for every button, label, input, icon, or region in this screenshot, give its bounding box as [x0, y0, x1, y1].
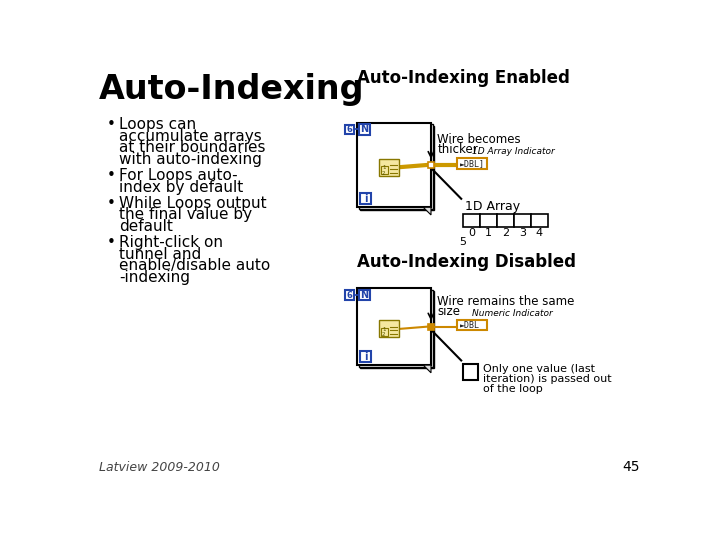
- Text: 1
2: 1 2: [382, 327, 385, 338]
- Text: While Loops output: While Loops output: [120, 195, 267, 211]
- Text: size: size: [437, 305, 460, 318]
- Bar: [514, 214, 531, 226]
- Polygon shape: [423, 365, 431, 373]
- Bar: [357, 123, 431, 207]
- Text: 1
2: 1 2: [382, 165, 385, 176]
- Bar: [361, 291, 434, 368]
- Text: 1D Array Indicator: 1D Array Indicator: [472, 147, 555, 157]
- Text: •: •: [107, 195, 116, 211]
- Bar: [381, 328, 388, 336]
- Text: 2: 2: [502, 228, 509, 238]
- Text: index by default: index by default: [120, 179, 243, 194]
- Bar: [531, 214, 548, 226]
- Text: 6: 6: [347, 125, 353, 134]
- Bar: [359, 289, 370, 300]
- Text: 45: 45: [623, 461, 640, 475]
- Bar: [361, 193, 372, 204]
- Text: 1D Array: 1D Array: [465, 200, 521, 213]
- Text: 6: 6: [347, 291, 353, 300]
- Text: iteration) is passed out: iteration) is passed out: [483, 374, 611, 384]
- Bar: [463, 364, 478, 380]
- Text: 5: 5: [459, 237, 467, 247]
- Text: For Loops auto-: For Loops auto-: [120, 168, 238, 183]
- Text: 1: 1: [485, 228, 492, 238]
- Text: ►DBL]: ►DBL]: [459, 159, 485, 168]
- Text: •: •: [107, 168, 116, 183]
- Bar: [463, 214, 480, 226]
- Text: 3: 3: [519, 228, 526, 238]
- Bar: [497, 214, 514, 226]
- Text: enable/disable auto: enable/disable auto: [120, 258, 271, 273]
- Text: Auto-Indexing Enabled: Auto-Indexing Enabled: [357, 69, 570, 86]
- Bar: [361, 126, 434, 211]
- Text: Wire remains the same: Wire remains the same: [437, 295, 575, 308]
- Text: 0: 0: [468, 228, 474, 238]
- Bar: [361, 351, 372, 362]
- Bar: [357, 288, 431, 365]
- Text: •: •: [107, 117, 116, 132]
- Text: default: default: [120, 219, 174, 234]
- Text: N: N: [360, 290, 369, 300]
- Text: Latview 2009-2010: Latview 2009-2010: [99, 462, 220, 475]
- Text: Right-click on: Right-click on: [120, 235, 223, 250]
- Text: at their boundaries: at their boundaries: [120, 140, 266, 156]
- Text: the final value by: the final value by: [120, 207, 253, 222]
- Text: Auto-Indexing Disabled: Auto-Indexing Disabled: [357, 253, 577, 272]
- Text: Wire becomes: Wire becomes: [437, 133, 521, 146]
- Text: tunnel and: tunnel and: [120, 247, 202, 261]
- Bar: [480, 214, 497, 226]
- Bar: [345, 125, 354, 134]
- Text: -indexing: -indexing: [120, 269, 191, 285]
- Bar: [379, 159, 399, 176]
- Bar: [428, 162, 434, 168]
- Bar: [345, 291, 354, 300]
- Text: N: N: [360, 125, 369, 134]
- Text: with auto-indexing: with auto-indexing: [120, 152, 262, 167]
- Text: accumulate arrays: accumulate arrays: [120, 129, 262, 144]
- Bar: [359, 289, 433, 367]
- Polygon shape: [423, 207, 431, 215]
- Text: ►DBL: ►DBL: [459, 321, 480, 329]
- Text: •: •: [107, 235, 116, 250]
- Text: of the loop: of the loop: [483, 384, 543, 394]
- Text: i: i: [364, 352, 368, 362]
- Text: i: i: [364, 194, 368, 204]
- Bar: [359, 124, 370, 135]
- Text: Numeric Indicator: Numeric Indicator: [472, 309, 553, 318]
- Text: Loops can: Loops can: [120, 117, 197, 132]
- Bar: [379, 320, 399, 338]
- Bar: [381, 166, 388, 174]
- Bar: [457, 158, 487, 168]
- Bar: [359, 124, 433, 209]
- Text: Auto-Indexing: Auto-Indexing: [99, 72, 365, 105]
- Bar: [428, 323, 434, 330]
- Bar: [457, 320, 487, 330]
- Text: Only one value (last: Only one value (last: [483, 364, 595, 374]
- Text: thicker: thicker: [437, 144, 478, 157]
- Text: 4: 4: [536, 228, 543, 238]
